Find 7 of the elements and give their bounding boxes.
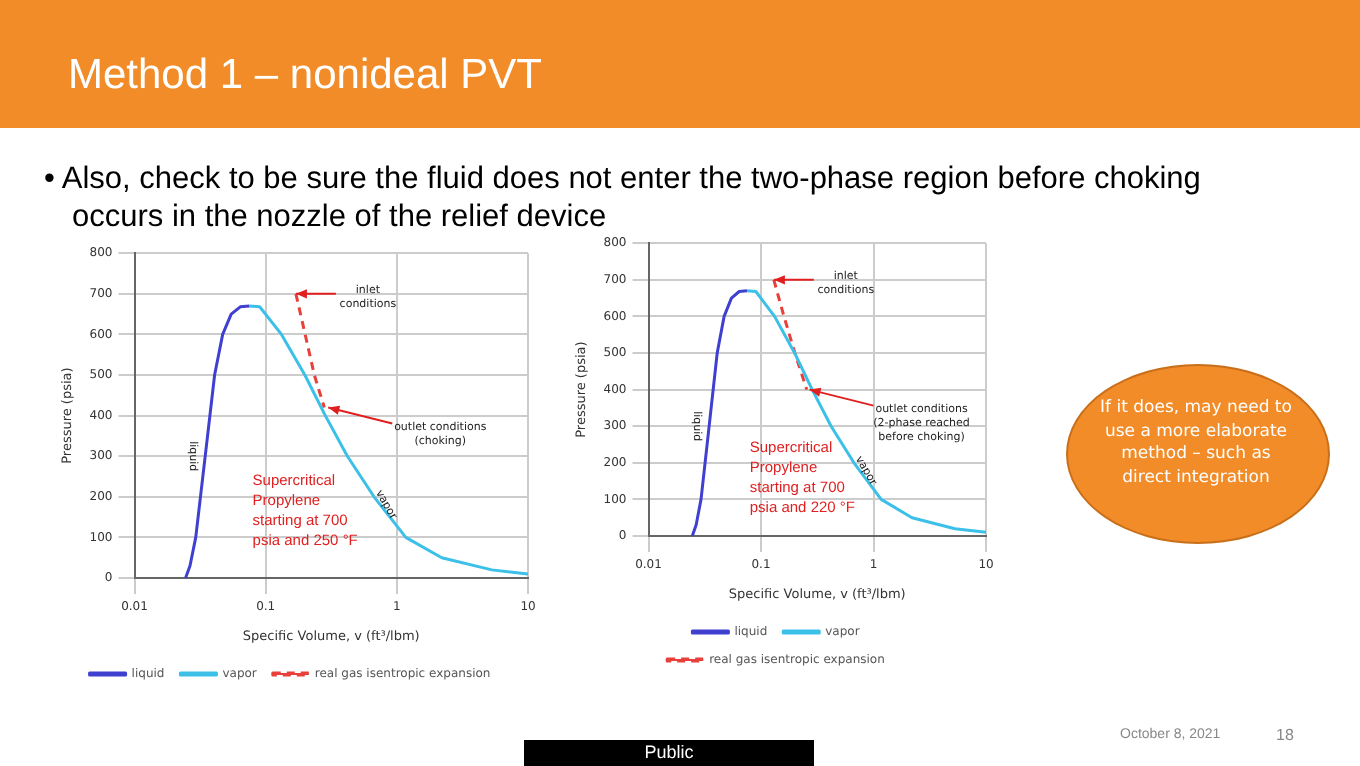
text: Public xyxy=(524,740,814,766)
line-series xyxy=(772,278,809,392)
text: If it does, may need to use a more elaborate method – such as direct integration xyxy=(1098,398,1294,490)
text: 18 xyxy=(1276,726,1294,744)
text: • Also, check to be sure the fluid does not enter the two-phase region before choking occurs in the nozzle of the relief device xyxy=(44,160,1203,236)
chart-title: Method 1 – nonideal PVT xyxy=(68,52,542,100)
line-series xyxy=(294,292,326,409)
